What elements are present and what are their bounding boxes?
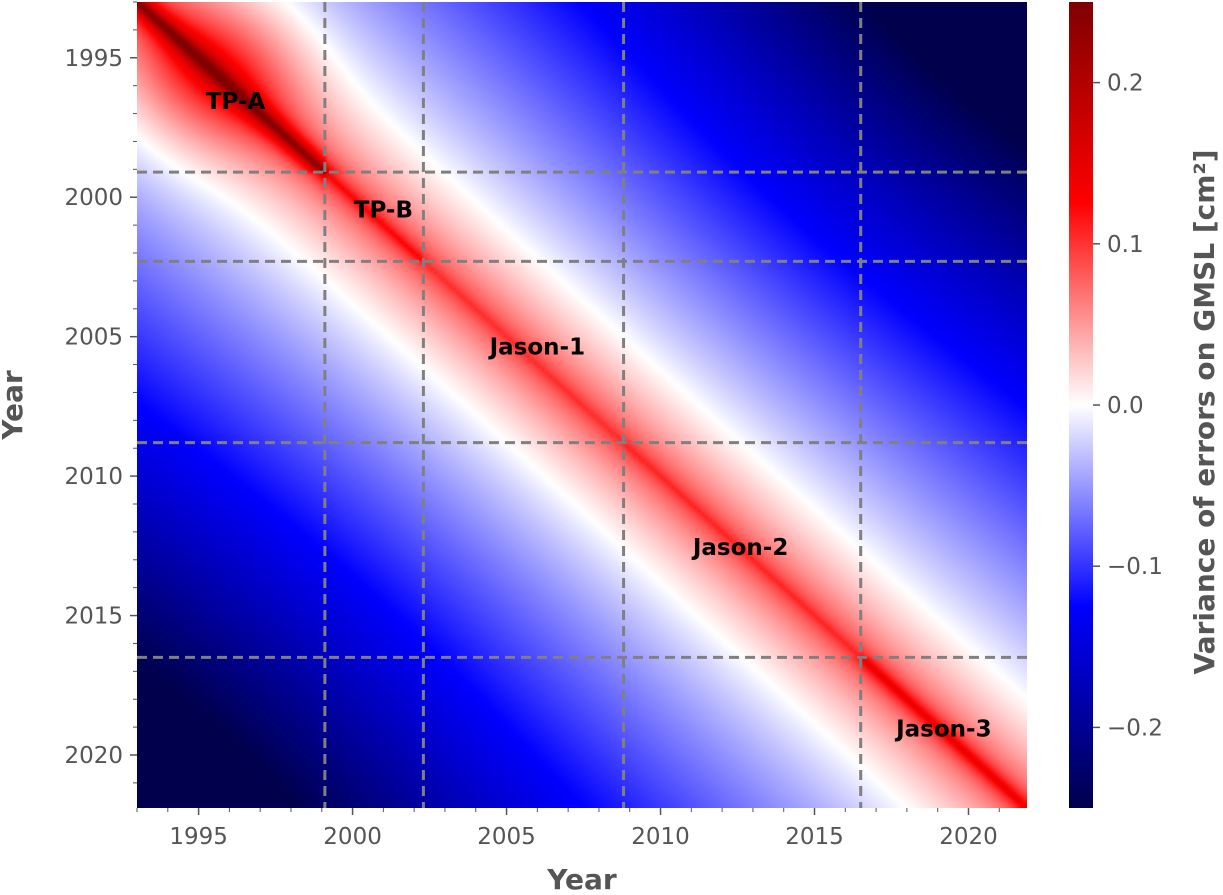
colorbar-tick-label: 0.2 [1107, 71, 1144, 97]
colorbar-tick-label: −0.1 [1107, 554, 1163, 580]
x-tick-label: 1995 [169, 824, 228, 850]
x-tick-label: 2005 [477, 824, 536, 850]
colorbar-tick-label: −0.2 [1107, 715, 1163, 741]
x-tick-label: 2010 [631, 824, 690, 850]
y-axis-title: Year [0, 370, 29, 441]
heatmap [137, 2, 1027, 808]
y-tick-label: 1995 [64, 46, 123, 72]
colorbar-title: Variance of errors on GMSL [cm²] [1188, 150, 1221, 675]
y-tick-label: 2020 [64, 743, 123, 769]
colorbar-tick-label: 0.1 [1107, 232, 1144, 258]
x-axis: 1995 2000 2005 2010 2015 2020 [136, 808, 1000, 850]
y-axis: 1995 2000 2005 2010 2015 2020 [64, 1, 137, 784]
mission-label-tp-b: TP-B [354, 198, 413, 224]
colorbar-tick-label: 0.0 [1107, 393, 1144, 419]
mission-labels: TP-A TP-B Jason-1 Jason-2 Jason-3 [206, 89, 992, 743]
x-tick-label: 2020 [939, 824, 998, 850]
mission-label-jason-2: Jason-2 [691, 535, 789, 561]
colorbar-ticks: 0.2 0.1 0.0 −0.1 −0.2 [1093, 71, 1163, 741]
mission-label-jason-1: Jason-1 [488, 334, 586, 360]
mission-label-tp-a: TP-A [206, 89, 266, 115]
mission-label-jason-3: Jason-3 [894, 716, 992, 742]
colorbar: 0.2 0.1 0.0 −0.1 −0.2 Variance of errors on … [1069, 2, 1221, 808]
mission-boundary-lines [137, 2, 1027, 808]
heatmap-image [137, 2, 1027, 808]
y-tick-label: 2000 [64, 185, 123, 211]
y-tick-label: 2010 [64, 464, 123, 490]
x-axis-title: Year [546, 863, 617, 895]
x-tick-label: 2000 [323, 824, 382, 850]
y-tick-label: 2005 [64, 325, 123, 351]
y-tick-label: 2015 [64, 604, 123, 630]
x-tick-label: 2015 [785, 824, 844, 850]
colorbar-gradient [1069, 2, 1093, 808]
